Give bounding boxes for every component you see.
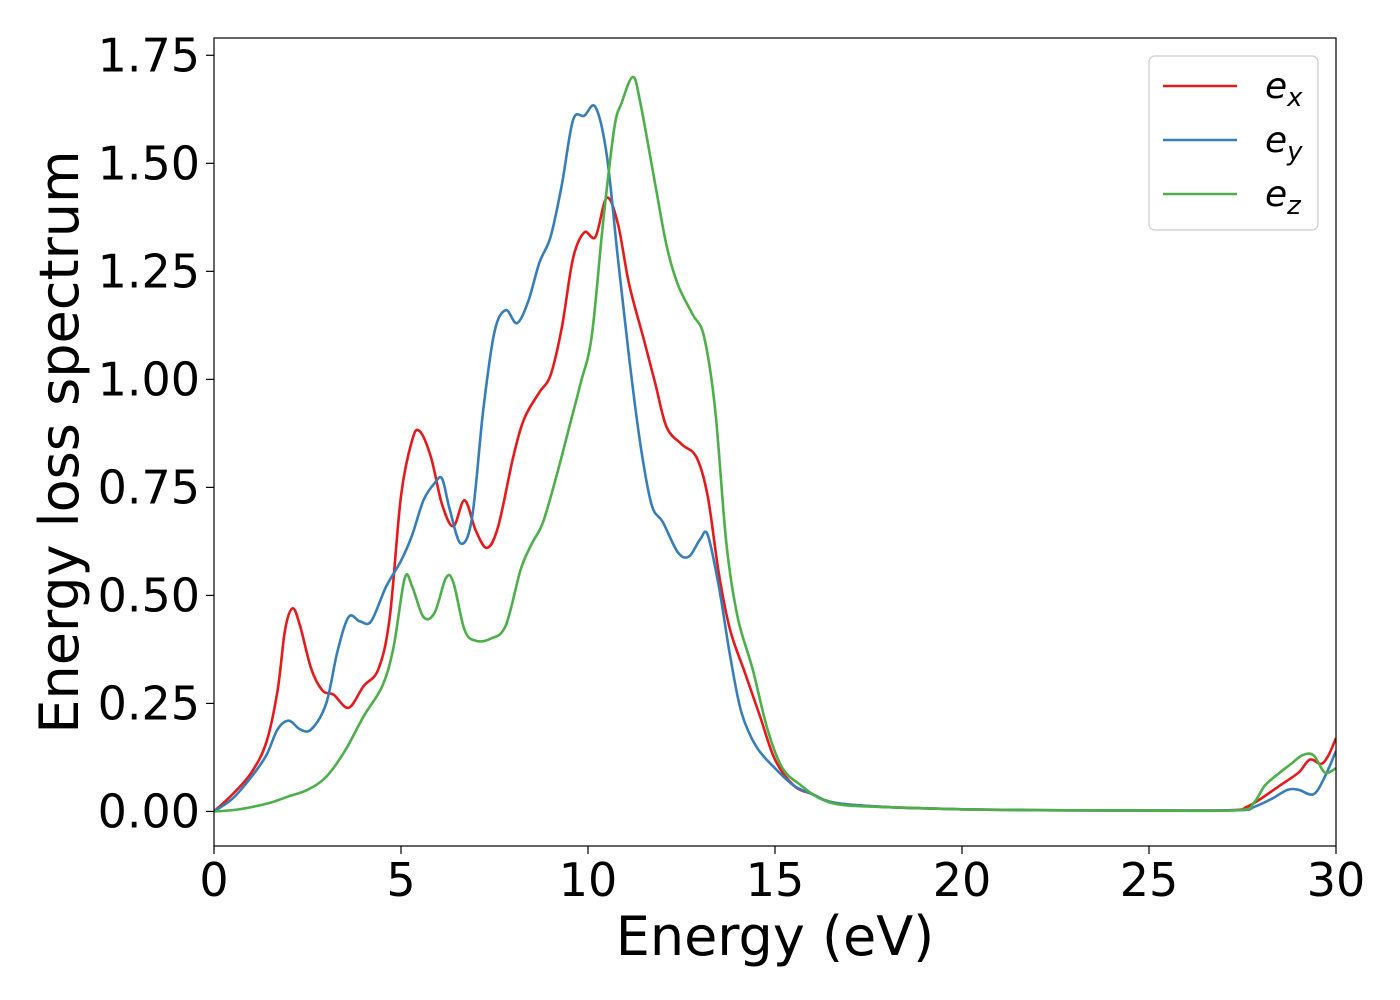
series-layer <box>214 75 1336 813</box>
series-line-ex <box>214 196 1336 813</box>
x-tick-label: 25 <box>1120 853 1179 907</box>
y-axis-label: Energy loss spectrum <box>28 150 91 733</box>
x-tick-label: 0 <box>199 853 228 907</box>
y-tick-label: 1.50 <box>98 136 200 190</box>
legend-label-ez: ez <box>1265 174 1302 221</box>
y-tick-label: 1.75 <box>98 28 200 82</box>
y-tick-label: 0.25 <box>98 676 200 730</box>
legend-label-ey: ey <box>1265 120 1303 167</box>
y-tick-label: 1.00 <box>98 352 200 406</box>
series-line-ez <box>214 75 1336 813</box>
y-tick-label: 0.00 <box>98 784 200 838</box>
y-tick-label: 0.50 <box>98 568 200 622</box>
y-axis-ticks: 0.00 0.25 0.50 0.75 1.00 1.25 1.50 1.75 <box>98 28 214 838</box>
x-tick-label: 20 <box>933 853 992 907</box>
legend: ex ey ez <box>1148 55 1319 231</box>
x-axis-label: Energy (eV) <box>616 905 935 968</box>
legend-box <box>1148 55 1319 231</box>
y-tick-label: 0.75 <box>98 460 200 514</box>
x-axis-ticks: 0 5 10 15 20 25 30 <box>199 846 1365 907</box>
y-tick-label: 1.25 <box>98 244 200 298</box>
x-tick-label: 30 <box>1307 853 1366 907</box>
x-tick-label: 15 <box>746 853 805 907</box>
legend-label-ex: ex <box>1265 66 1303 113</box>
x-tick-label: 5 <box>386 853 415 907</box>
x-tick-label: 10 <box>559 853 618 907</box>
